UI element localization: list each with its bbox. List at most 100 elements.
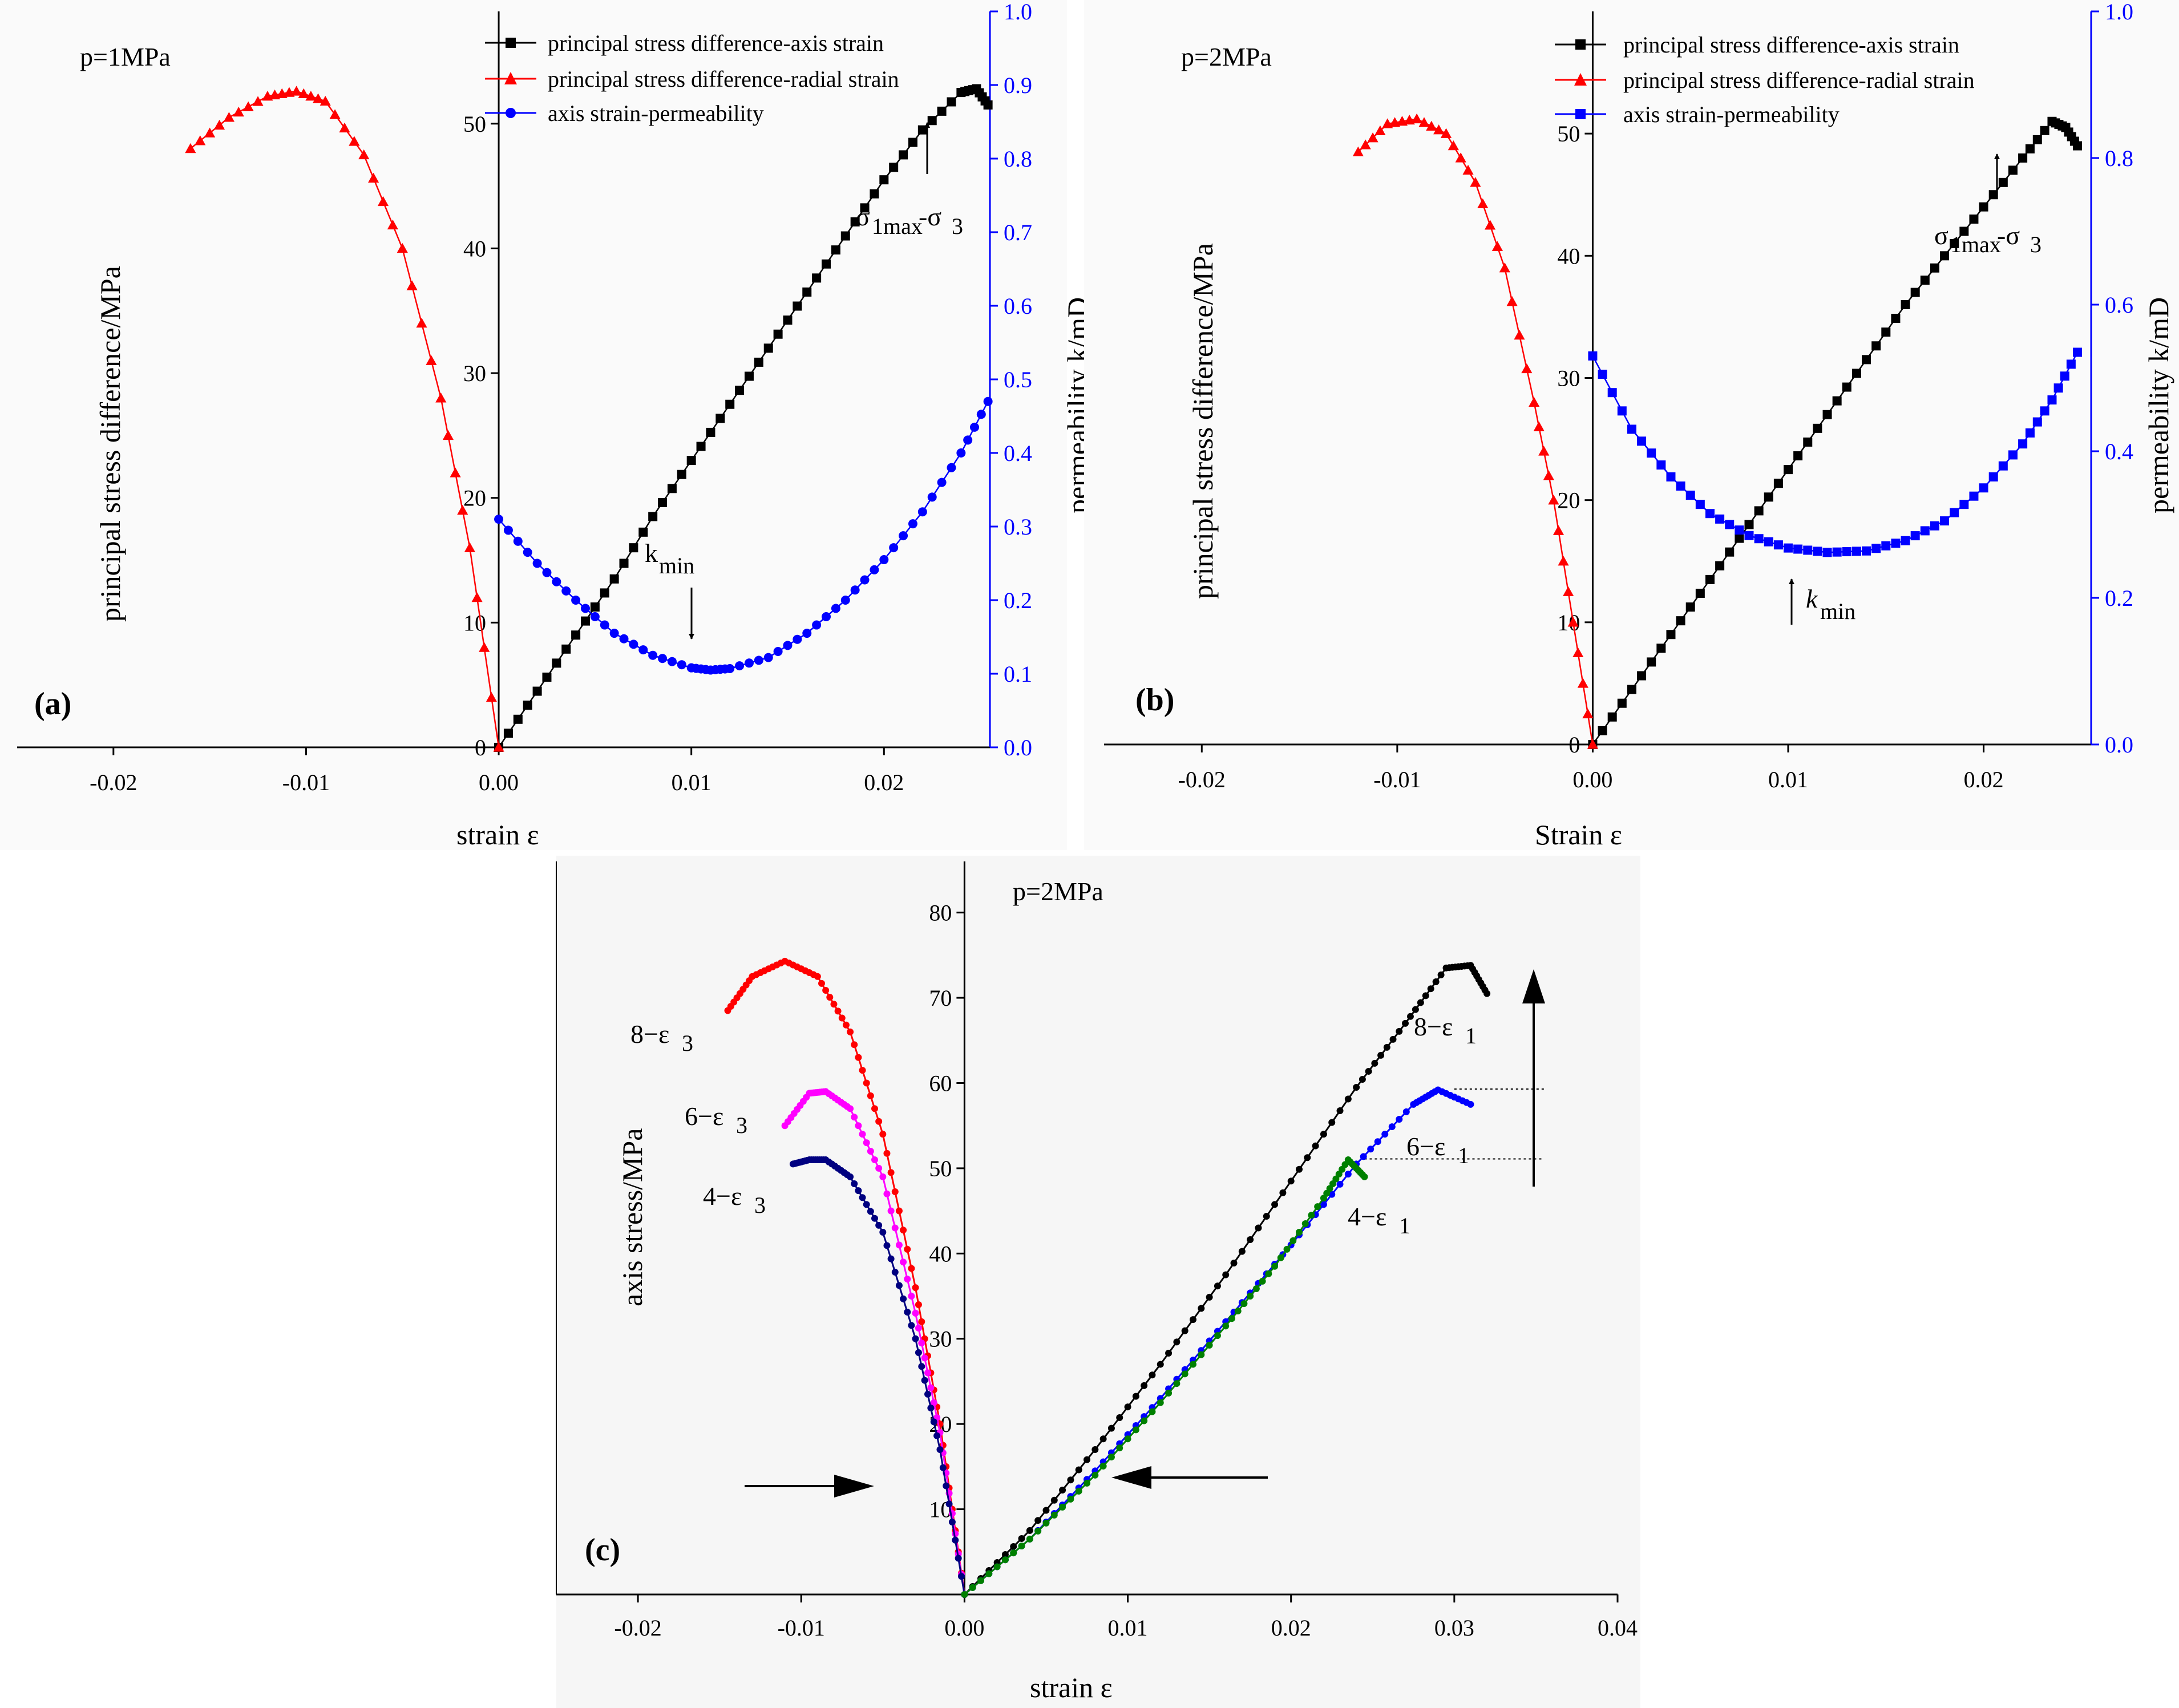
c-series-5-point [1206, 1341, 1213, 1349]
series-2-point [2073, 347, 2083, 357]
c-series-1-point [900, 1258, 907, 1266]
c-series-3-point [1059, 1486, 1066, 1494]
series-0-point [561, 644, 571, 654]
c-series-1-point [855, 1122, 862, 1130]
series-2-point [879, 555, 889, 565]
series-1-point [1533, 421, 1545, 431]
series-1-point [1448, 140, 1459, 151]
legend-b-radial-strain-marker [1574, 73, 1587, 86]
series-0-point [1851, 369, 1861, 378]
c-series-3-point [1124, 1403, 1131, 1411]
c-series-2-point [908, 1322, 915, 1329]
series-1-point [1418, 117, 1430, 127]
c-series-0-point [855, 1054, 862, 1061]
c-series-2-point [945, 1500, 953, 1508]
c-series-0-point [895, 1207, 903, 1215]
y2-tick-label: 1.0 [1004, 0, 1032, 25]
c-series-5-point [1107, 1454, 1115, 1461]
series-1-point [1374, 125, 1386, 136]
series-0-point [879, 175, 889, 185]
series-1-point [1426, 120, 1437, 131]
panel-c: -0.02-0.010.000.010.020.030.041020304050… [556, 856, 1640, 1708]
series-1-point [349, 136, 360, 146]
series-1-point [1577, 678, 1588, 688]
series-0-point [1959, 226, 1969, 236]
c-series-1-point [871, 1156, 878, 1163]
c-series-1-point [887, 1207, 895, 1215]
c-series-5-point [969, 1584, 976, 1591]
label-4-eps1: 4−ε [1348, 1202, 1386, 1231]
series-1-point [377, 196, 389, 207]
series-1-point [329, 109, 341, 119]
series-0-point [793, 301, 802, 311]
series-2-point [860, 575, 870, 585]
c-series-1-point [908, 1293, 915, 1300]
c-series-5-point [1034, 1527, 1042, 1535]
legend-b-radial-strain-label: principal stress difference-radial strai… [1623, 67, 1975, 93]
y-tick-label: 0 [1568, 732, 1580, 758]
c-series-3-point [1406, 1013, 1414, 1020]
series-0-point [1793, 451, 1803, 461]
y2-tick-label: 0.7 [1004, 220, 1032, 245]
c-series-3-point [1412, 1006, 1419, 1013]
panel-c-arrows [745, 969, 1545, 1497]
c-series-5-point [1084, 1479, 1090, 1487]
panel-a-kmin-annotation: k min [645, 539, 694, 640]
legend-axis-strain-label: principal stress difference-axis strain [548, 30, 884, 56]
panel-a-plot: -0.02 -0.01 0.00 0.01 0.02 0 10 20 30 40 50 0.0 0.1 0… [17, 0, 1032, 795]
c-series-0-point [834, 1007, 842, 1015]
label-4-eps3: 4−ε [703, 1181, 742, 1211]
c-series-3-point [1432, 978, 1440, 986]
y-tick-label: 50 [463, 111, 486, 137]
series-0-point [1813, 423, 1822, 433]
series-0-point [1891, 314, 1901, 323]
series-2-point [917, 507, 927, 517]
series-2-point [1813, 547, 1822, 556]
panel-a-peak-sigma1: σ [856, 202, 870, 231]
c-series-3-point [1336, 1107, 1344, 1115]
c-series-2-point [955, 1555, 962, 1562]
series-1-point [368, 172, 379, 183]
c-series-0-point [867, 1092, 874, 1099]
series-2-point [1988, 472, 1998, 481]
c-series-2-point [900, 1295, 907, 1302]
c-series-2-point [952, 1536, 959, 1544]
label-8-eps1-sub: 1 [1465, 1023, 1477, 1049]
series-0-point [1901, 300, 1910, 309]
c-x-tick-label: -0.02 [614, 1615, 661, 1641]
series-0-point [947, 97, 956, 107]
series-0-point [850, 217, 860, 226]
label-4-eps1-sub: 1 [1399, 1213, 1410, 1238]
series-1-point [298, 88, 309, 98]
series-1-point [397, 242, 408, 253]
x-tick-label: 0.02 [1964, 767, 2004, 792]
legend-b-permeability-label: axis strain-permeability [1623, 102, 1840, 127]
legend-permeability-label: axis strain-permeability [548, 100, 764, 126]
c-series-2-point [904, 1309, 911, 1316]
c-series-5-point [1165, 1389, 1173, 1397]
series-0-point [542, 673, 552, 682]
c-series-2-point [879, 1228, 887, 1236]
y-tick-label: 40 [1557, 243, 1580, 269]
c-series-0-point [875, 1118, 883, 1125]
series-1-point [290, 86, 302, 96]
series-0-point [735, 386, 745, 395]
panel-a: -0.02 -0.01 0.00 0.01 0.02 0 10 20 30 40 50 0.0 0.1 0… [0, 0, 1093, 851]
series-0-point [773, 329, 783, 339]
c-series-2-point [939, 1464, 947, 1471]
series-0-point [1627, 685, 1636, 694]
series-2-point [542, 568, 552, 577]
c-series-5-point [1141, 1417, 1148, 1424]
c-series-0-point [883, 1150, 891, 1157]
series-2-point [1871, 544, 1881, 553]
y2-tick-label: 0.4 [1004, 440, 1032, 466]
series-0-point [667, 484, 677, 493]
c-series-5-point [1314, 1203, 1321, 1211]
c-x-tick-label: 0.00 [944, 1615, 984, 1641]
c-series-2-point [915, 1349, 922, 1357]
series-2-point [870, 565, 879, 574]
series-2-point [2018, 439, 2028, 449]
series-1-point [233, 106, 244, 117]
label-6-eps3-sub: 3 [736, 1112, 747, 1138]
series-0-point [1871, 341, 1881, 351]
